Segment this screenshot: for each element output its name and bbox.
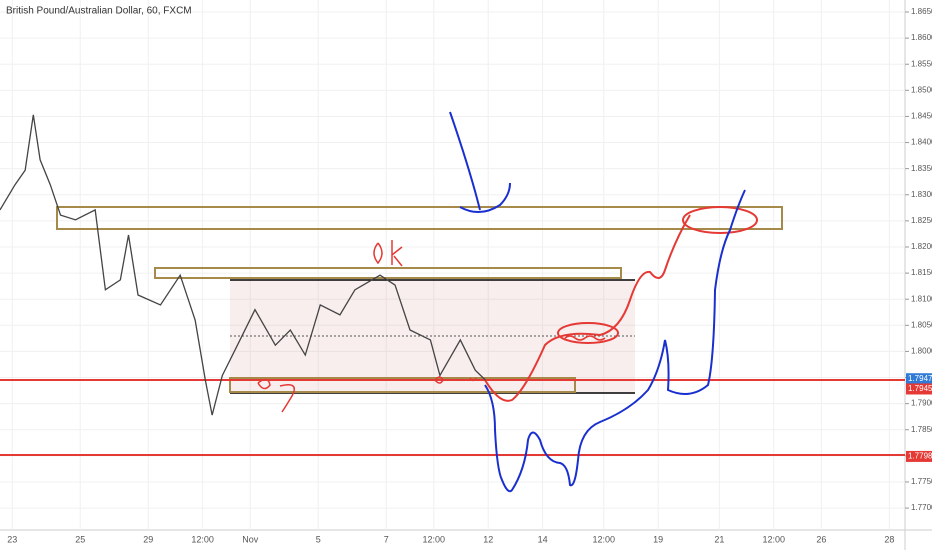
zone-box	[229, 377, 576, 393]
x-tick-label: 26	[816, 534, 826, 544]
red-note	[373, 240, 403, 267]
price-label: 1.77989	[908, 452, 932, 461]
y-tick-label: 1.83500	[911, 164, 932, 173]
x-tick-label: 12	[483, 534, 493, 544]
y-tick-label: 1.80500	[911, 320, 932, 329]
x-tick-label: 25	[75, 534, 85, 544]
x-tick-label: 5	[316, 534, 321, 544]
x-tick-label: 19	[653, 534, 663, 544]
red-circle	[557, 322, 619, 344]
drawings	[0, 111, 905, 493]
price-line	[0, 114, 486, 416]
price-label-box	[906, 373, 932, 385]
y-tick-label: 1.77000	[911, 503, 932, 512]
red-circle	[682, 206, 758, 234]
price-label: 1.79453	[908, 384, 932, 393]
y-tick-label: 1.86000	[911, 33, 932, 42]
x-tick-label: Nov	[242, 534, 259, 544]
x-tick-label: 12:00	[191, 534, 214, 544]
red-path	[484, 214, 691, 402]
x-tick-label: 7	[384, 534, 389, 544]
price-label-box	[906, 383, 932, 395]
y-tick-label: 1.86500	[911, 7, 932, 16]
x-tick-label: 29	[143, 534, 153, 544]
y-tick-label: 1.80000	[911, 347, 932, 356]
y-tick-label: 1.85500	[911, 59, 932, 68]
y-tick-label: 1.82500	[911, 216, 932, 225]
x-tick-label: 12:00	[593, 534, 616, 544]
y-tick-label: 1.81000	[911, 294, 932, 303]
y-tick-label: 1.84500	[911, 112, 932, 121]
x-tick-label: 14	[538, 534, 548, 544]
x-tick-label: 21	[714, 534, 724, 544]
y-tick-label: 1.84000	[911, 138, 932, 147]
red-scribble	[564, 335, 606, 341]
y-tick-label: 1.77500	[911, 477, 932, 486]
y-tick-label: 1.82000	[911, 242, 932, 251]
chart-title: British Pound/Australian Dollar, 60, FXC…	[6, 6, 192, 17]
zone-box	[56, 206, 783, 230]
x-tick-label: 12:00	[763, 534, 786, 544]
y-tick-label: 1.78500	[911, 425, 932, 434]
y-tick-label: 1.83000	[911, 190, 932, 199]
x-tick-label: 12:00	[423, 534, 446, 544]
y-tick-label: 1.79000	[911, 399, 932, 408]
red-note	[434, 376, 477, 384]
price-label-box	[906, 450, 932, 462]
blue-arrow	[449, 111, 511, 213]
y-tick-label: 1.85000	[911, 85, 932, 94]
blue-path	[484, 189, 746, 493]
y-tick-label: 1.81500	[911, 268, 932, 277]
zone-box	[154, 267, 622, 279]
x-tick-label: 23	[7, 534, 17, 544]
x-tick-label: 28	[884, 534, 894, 544]
red-note	[257, 378, 295, 413]
price-label: 1.79477	[908, 374, 932, 383]
